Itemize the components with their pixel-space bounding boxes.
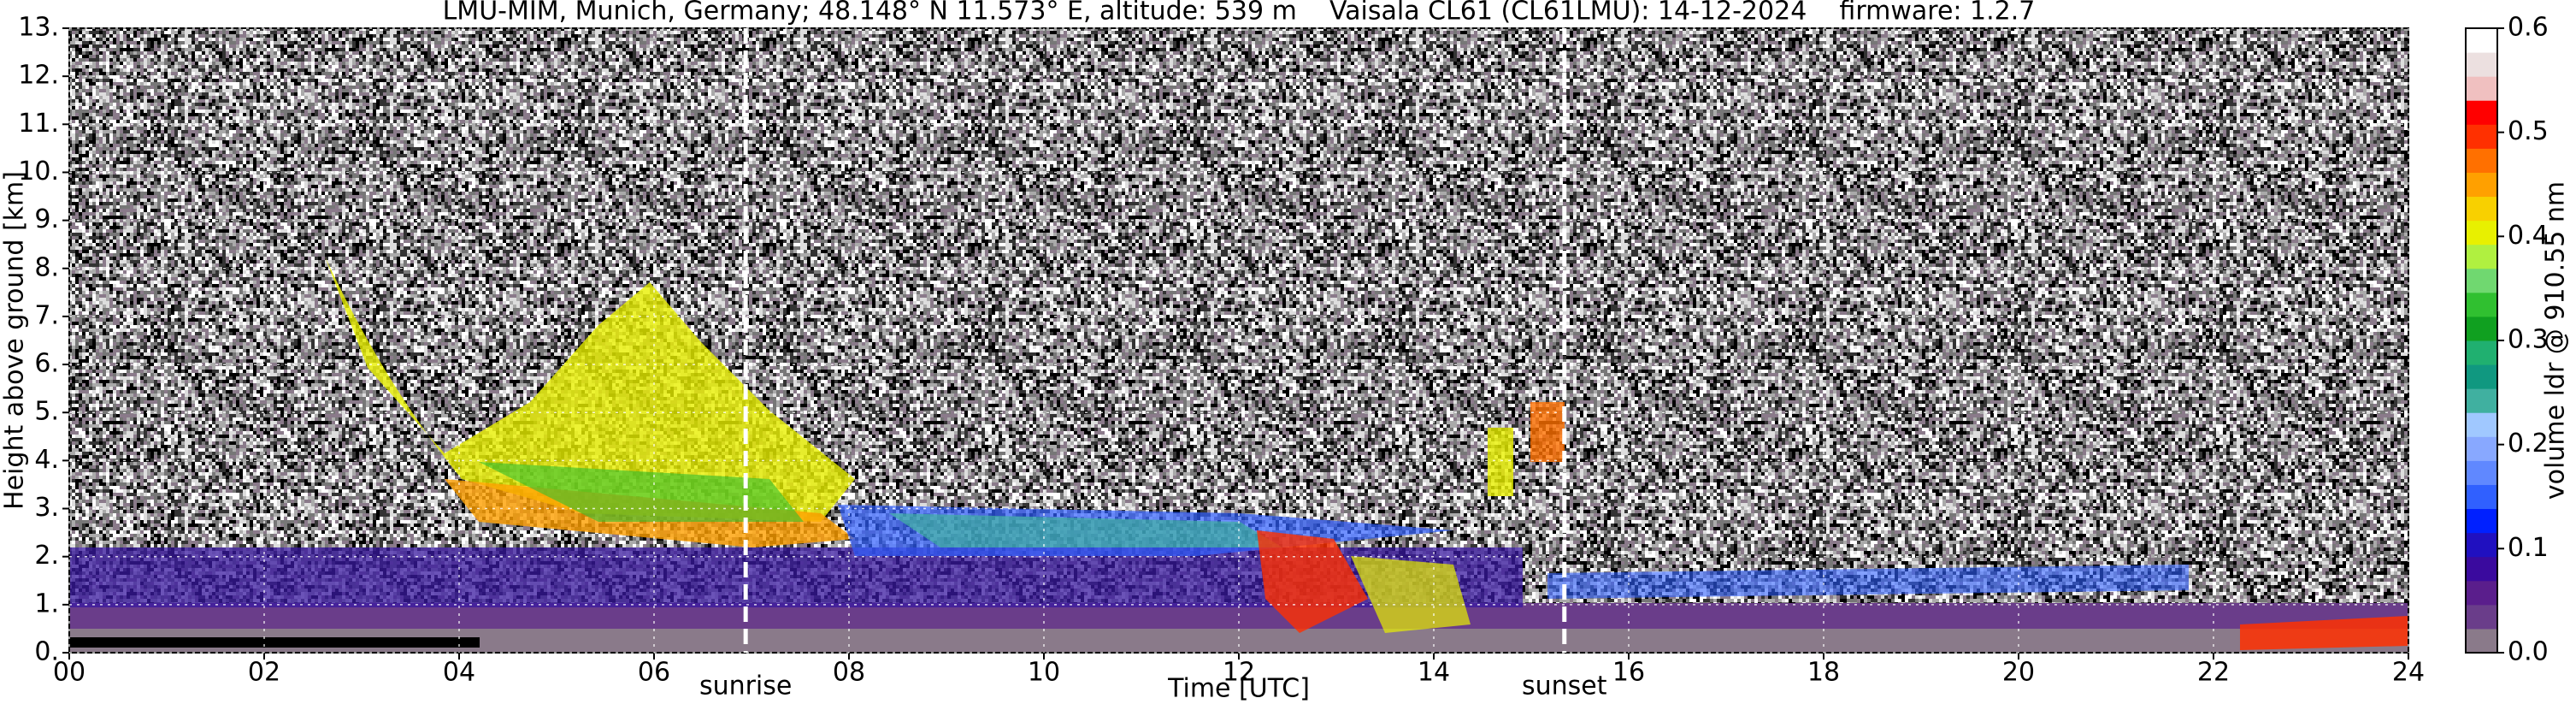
y-tick-label: 6. <box>34 349 59 379</box>
plot-area <box>69 28 2408 653</box>
x-tick-label: 06 <box>638 658 670 688</box>
colorbar-swatch <box>2466 340 2497 365</box>
colorbar-tick-label: 0.6 <box>2508 13 2549 43</box>
x-tick-label: 20 <box>2002 658 2035 688</box>
x-tick-label: 18 <box>1807 658 1840 688</box>
colorbar-swatch <box>2466 412 2497 437</box>
colorbar-swatch <box>2466 484 2497 510</box>
y-tick-label: 9. <box>34 204 59 234</box>
x-tick-label: 22 <box>2197 658 2230 688</box>
y-tick-label: 10. <box>18 157 59 186</box>
y-tick-label: 8. <box>34 252 59 282</box>
colorbar-swatch <box>2466 364 2497 389</box>
y-tick-label: 4. <box>34 445 59 475</box>
colorbar-swatch <box>2466 508 2497 534</box>
colorbar-swatch <box>2466 580 2497 606</box>
colorbar-swatch <box>2466 460 2497 485</box>
colorbar-tick-label: 0.0 <box>2508 637 2549 667</box>
x-axis-label: Time [UTC] <box>1167 674 1310 704</box>
backscatter-features <box>69 257 2408 653</box>
colorbar-tick-label: 0.3 <box>2508 325 2549 355</box>
chart-title: LMU-MIM, Munich, Germany; 48.148° N 11.5… <box>443 0 2036 27</box>
y-tick-label: 1. <box>34 589 59 618</box>
colorbar-swatch <box>2466 52 2497 77</box>
colorbar-swatch <box>2466 532 2497 558</box>
colorbar-swatch <box>2466 28 2497 53</box>
x-tick-label: 04 <box>443 658 475 688</box>
y-tick-label: 3. <box>34 493 59 523</box>
colorbar-swatch <box>2466 316 2497 341</box>
y-tick-label: 13. <box>18 13 59 43</box>
y-tick-label: 5. <box>34 397 59 427</box>
x-tick-label: 16 <box>1612 658 1645 688</box>
colorbar-swatch <box>2466 124 2497 149</box>
colorbar-tick-label: 0.4 <box>2508 221 2549 251</box>
colorbar-label: volume ldr @ 910.55 nm <box>2541 181 2571 500</box>
colorbar-swatch <box>2466 76 2497 101</box>
colorbar-swatch <box>2466 556 2497 582</box>
y-tick-label: 0. <box>34 637 59 667</box>
colorbar-swatch <box>2466 436 2497 461</box>
y-tick-label: 2. <box>34 541 59 571</box>
x-tick-label: 02 <box>248 658 280 688</box>
colorbar-swatch <box>2466 220 2497 246</box>
colorbar-tick-label: 0.1 <box>2508 533 2549 563</box>
x-tick-label: 10 <box>1028 658 1060 688</box>
colorbar-tick-label: 0.5 <box>2508 116 2549 146</box>
x-tick-label: 12 <box>1223 658 1255 688</box>
colorbar-swatch <box>2466 388 2497 413</box>
colorbar-swatch <box>2466 244 2497 269</box>
colorbar-swatch <box>2466 148 2497 173</box>
colorbar-swatch <box>2466 196 2497 222</box>
y-tick-label: 11. <box>18 109 59 139</box>
colorbar-swatch <box>2466 604 2497 630</box>
annotation-label: sunset <box>1522 672 1607 701</box>
x-tick-label: 24 <box>2392 658 2425 688</box>
colorbar-swatch <box>2466 268 2497 293</box>
y-tick-label: 7. <box>34 300 59 330</box>
x-tick-label: 08 <box>833 658 865 688</box>
colorbar-swatch <box>2466 292 2497 317</box>
x-tick-label: 14 <box>1418 658 1450 688</box>
annotation-label: sunrise <box>699 672 792 701</box>
colorbar-swatch <box>2466 628 2497 654</box>
x-tick-label: 00 <box>53 658 85 688</box>
y-axis-label: Height above ground [km] <box>0 171 30 510</box>
colorbar-swatch <box>2466 172 2497 198</box>
colorbar-tick-label: 0.2 <box>2508 429 2549 459</box>
colorbar-swatch <box>2466 100 2497 125</box>
y-tick-label: 12. <box>18 61 59 91</box>
colorbar: 0.0 0.1 0.2 0.3 0.4 0.5 0.6 <box>2465 13 2549 667</box>
